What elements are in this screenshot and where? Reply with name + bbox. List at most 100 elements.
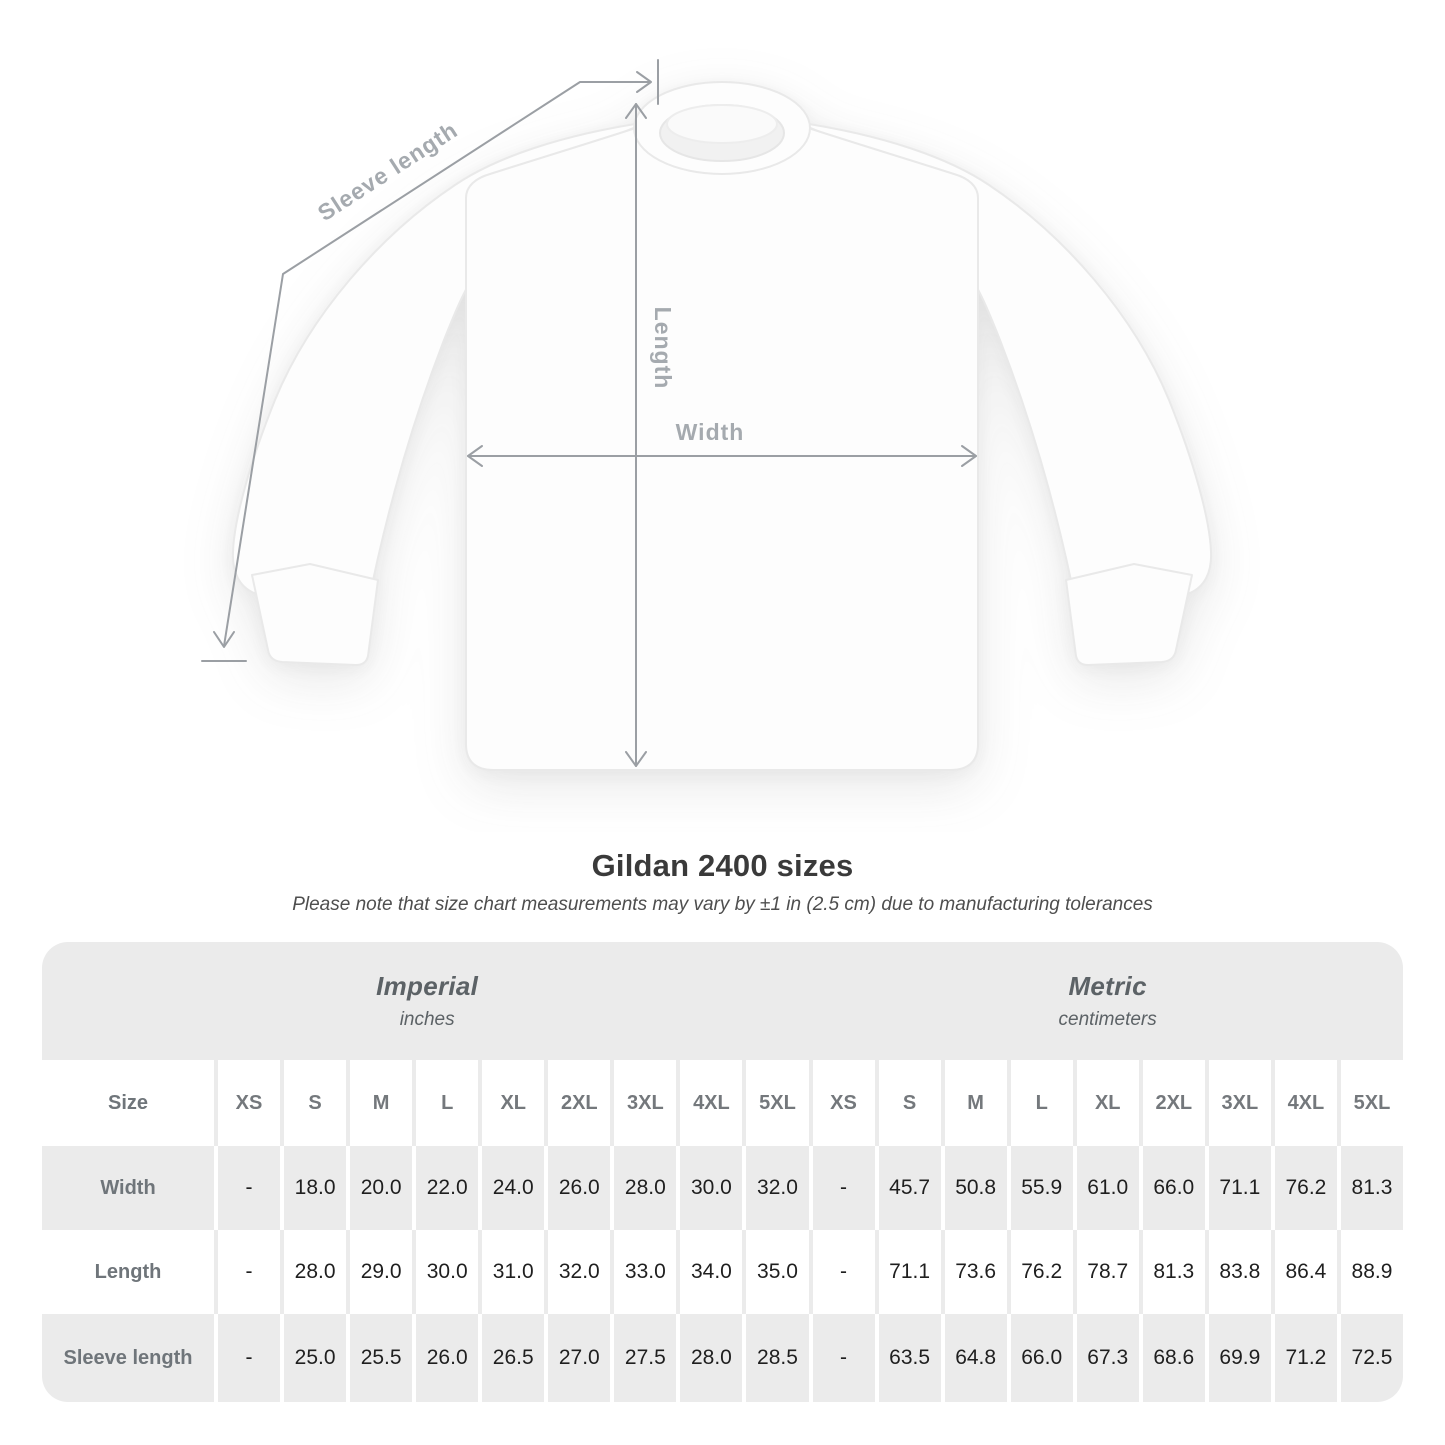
table-cell: 27.0 bbox=[548, 1314, 611, 1402]
table-cell: 24.0 bbox=[482, 1146, 545, 1230]
size-col-metric-5xl: 5XL bbox=[1340, 1060, 1403, 1146]
table-cell: 66.0 bbox=[1142, 1146, 1205, 1230]
table-cell: 30.0 bbox=[680, 1146, 743, 1230]
length-arrow bbox=[625, 103, 647, 767]
table-cell: 69.9 bbox=[1208, 1314, 1271, 1402]
unit-header-band: Imperial inches Metric centimeters bbox=[42, 942, 1403, 1060]
size-col-imperial-2xl: 2XL bbox=[548, 1060, 611, 1146]
table-cell: 50.8 bbox=[944, 1146, 1007, 1230]
page-title: Gildan 2400 sizes bbox=[591, 848, 854, 883]
table-cell: 61.0 bbox=[1076, 1146, 1139, 1230]
table-cell: 31.0 bbox=[482, 1230, 545, 1314]
size-col-metric-s: S bbox=[878, 1060, 941, 1146]
table-cell: - bbox=[812, 1230, 875, 1314]
imperial-sublabel: inches bbox=[399, 1009, 455, 1030]
length-row: Length - 28.0 29.0 30.0 31.0 32.0 33.0 3… bbox=[42, 1230, 1403, 1314]
table-cell: 81.3 bbox=[1142, 1230, 1205, 1314]
size-col-imperial-4xl: 4XL bbox=[680, 1060, 743, 1146]
size-col-imperial-xs: XS bbox=[218, 1060, 281, 1146]
shirt-measurement-diagram: Sleeve length Length Width bbox=[201, 59, 1213, 771]
table-cell: 18.0 bbox=[284, 1146, 347, 1230]
table-cell: 28.5 bbox=[746, 1314, 809, 1402]
table-cell: 22.0 bbox=[416, 1146, 479, 1230]
size-col-imperial-3xl: 3XL bbox=[614, 1060, 677, 1146]
size-col-metric-3xl: 3XL bbox=[1208, 1060, 1271, 1146]
table-cell: 81.3 bbox=[1340, 1146, 1403, 1230]
table-cell: 25.5 bbox=[350, 1314, 413, 1402]
size-col-imperial-l: L bbox=[416, 1060, 479, 1146]
shirt-right-cuff bbox=[1065, 563, 1193, 666]
width-label: Width bbox=[676, 419, 745, 445]
shirt-left-cuff bbox=[251, 563, 379, 666]
table-cell: 45.7 bbox=[878, 1146, 941, 1230]
table-cell: 29.0 bbox=[350, 1230, 413, 1314]
size-header-row: Size XS S M L XL 2XL 3XL 4XL 5XL XS S M … bbox=[42, 1060, 1403, 1146]
metric-label: Metric bbox=[1068, 971, 1147, 1001]
table-cell: 35.0 bbox=[746, 1230, 809, 1314]
length-label: Length bbox=[650, 307, 676, 390]
unit-group-metric: Metric centimeters bbox=[812, 942, 1403, 1060]
table-cell: 86.4 bbox=[1274, 1230, 1337, 1314]
width-row: Width - 18.0 20.0 22.0 24.0 26.0 28.0 30… bbox=[42, 1146, 1403, 1230]
table-cell: 34.0 bbox=[680, 1230, 743, 1314]
sleeve-length-arrow bbox=[201, 59, 659, 662]
unit-group-imperial: Imperial inches bbox=[42, 942, 812, 1060]
sleeve-length-row-label: Sleeve length bbox=[42, 1314, 214, 1402]
sleeve-length-row: Sleeve length - 25.0 25.5 26.0 26.5 27.0… bbox=[42, 1314, 1403, 1402]
size-col-metric-m: M bbox=[944, 1060, 1007, 1146]
size-col-imperial-xl: XL bbox=[482, 1060, 545, 1146]
table-cell: - bbox=[218, 1230, 281, 1314]
table-cell: 63.5 bbox=[878, 1314, 941, 1402]
width-arrow bbox=[467, 445, 977, 467]
shirt-left-sleeve bbox=[231, 121, 649, 594]
table-cell: 28.0 bbox=[284, 1230, 347, 1314]
table-cell: 64.8 bbox=[944, 1314, 1007, 1402]
shirt-diagram-canvas: Sleeve length Length Width bbox=[201, 59, 1213, 771]
table-cell: 76.2 bbox=[1010, 1230, 1073, 1314]
table-cell: 78.7 bbox=[1076, 1230, 1139, 1314]
table-cell: 20.0 bbox=[350, 1146, 413, 1230]
table-cell: 67.3 bbox=[1076, 1314, 1139, 1402]
size-col-metric-xs: XS bbox=[812, 1060, 875, 1146]
table-cell: 76.2 bbox=[1274, 1146, 1337, 1230]
table-cell: 73.6 bbox=[944, 1230, 1007, 1314]
table-cell: 71.1 bbox=[1208, 1146, 1271, 1230]
shirt-right-sleeve bbox=[795, 121, 1213, 594]
table-cell: 66.0 bbox=[1010, 1314, 1073, 1402]
table-cell: 27.5 bbox=[614, 1314, 677, 1402]
size-column-header: Size bbox=[42, 1060, 214, 1146]
size-col-metric-2xl: 2XL bbox=[1142, 1060, 1205, 1146]
table-cell: 72.5 bbox=[1340, 1314, 1403, 1402]
table-cell: 32.0 bbox=[746, 1146, 809, 1230]
table-cell: 26.0 bbox=[548, 1146, 611, 1230]
table-cell: 32.0 bbox=[548, 1230, 611, 1314]
tolerance-note: Please note that size chart measurements… bbox=[292, 894, 1153, 915]
table-cell: 33.0 bbox=[614, 1230, 677, 1314]
size-table: Imperial inches Metric centimeters Size … bbox=[42, 942, 1403, 1402]
shirt-body bbox=[465, 123, 979, 771]
table-cell: 71.1 bbox=[878, 1230, 941, 1314]
table-cell: 68.6 bbox=[1142, 1314, 1205, 1402]
table-cell: 30.0 bbox=[416, 1230, 479, 1314]
length-row-label: Length bbox=[42, 1230, 214, 1314]
table-cell: 55.9 bbox=[1010, 1146, 1073, 1230]
table-cell: - bbox=[812, 1314, 875, 1402]
size-col-metric-4xl: 4XL bbox=[1274, 1060, 1337, 1146]
table-cell: - bbox=[218, 1146, 281, 1230]
size-col-metric-xl: XL bbox=[1076, 1060, 1139, 1146]
shirt-illustration bbox=[231, 81, 1213, 771]
table-cell: 28.0 bbox=[614, 1146, 677, 1230]
table-cell: 26.5 bbox=[482, 1314, 545, 1402]
width-row-label: Width bbox=[42, 1146, 214, 1230]
size-col-imperial-m: M bbox=[350, 1060, 413, 1146]
table-cell: 71.2 bbox=[1274, 1314, 1337, 1402]
table-cell: - bbox=[812, 1146, 875, 1230]
table-cell: - bbox=[218, 1314, 281, 1402]
metric-sublabel: centimeters bbox=[1058, 1009, 1157, 1030]
table-cell: 88.9 bbox=[1340, 1230, 1403, 1314]
shirt-collar-back bbox=[666, 104, 778, 144]
size-col-imperial-5xl: 5XL bbox=[746, 1060, 809, 1146]
imperial-label: Imperial bbox=[376, 971, 479, 1001]
size-col-metric-l: L bbox=[1010, 1060, 1073, 1146]
